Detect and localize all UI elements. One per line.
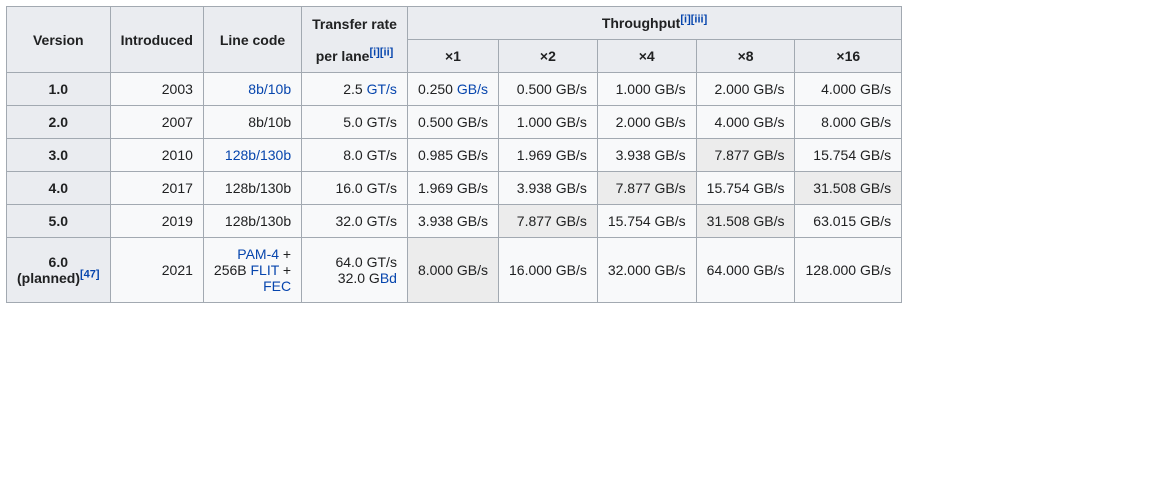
ref-47-link[interactable]: [47]: [80, 268, 100, 280]
cell-transfer-rate: 32.0 GT/s: [302, 205, 408, 238]
header-x4: ×4: [597, 40, 696, 73]
cell-x2: 0.500 GB/s: [499, 73, 598, 106]
ref-i-link[interactable]: [i]: [369, 46, 379, 58]
cell-x16: 128.000 GB/s: [795, 238, 902, 303]
cell-x2: 7.877 GB/s: [499, 205, 598, 238]
gbs-link[interactable]: GB/s: [457, 81, 488, 97]
pcie-table: Version Intro­duced Line code Transfer r…: [6, 6, 902, 303]
cell-x2: 3.938 GB/s: [499, 172, 598, 205]
cell-x16: 31.508 GB/s: [795, 172, 902, 205]
cell-version: 3.0: [7, 139, 111, 172]
cell-x8: 64.000 GB/s: [696, 238, 795, 303]
header-x1: ×1: [407, 40, 498, 73]
cell-x4: 2.000 GB/s: [597, 106, 696, 139]
cell-line-code: 8b/10b: [203, 106, 301, 139]
header-throughput-label: Throughput: [602, 15, 681, 31]
cell-version: 4.0: [7, 172, 111, 205]
cell-x4: 3.938 GB/s: [597, 139, 696, 172]
cell-year: 2010: [110, 139, 203, 172]
pam4-link[interactable]: PAM-4: [237, 246, 279, 262]
ref-ii-link[interactable]: [ii]: [380, 46, 393, 58]
cell-transfer-rate: 5.0 GT/s: [302, 106, 408, 139]
cell-x8: 15.754 GB/s: [696, 172, 795, 205]
cell-x8: 2.000 GB/s: [696, 73, 795, 106]
ref-i-link-2[interactable]: [i]: [680, 13, 690, 25]
cell-line-code: PAM-4 + 256B FLIT + FEC: [203, 238, 301, 303]
table-row: 6.0(planned)[47]2021PAM-4 + 256B FLIT + …: [7, 238, 902, 303]
cell-transfer-rate: 2.5 GT/s: [302, 73, 408, 106]
cell-version: 2.0: [7, 106, 111, 139]
cell-x8: 31.508 GB/s: [696, 205, 795, 238]
cell-year: 2019: [110, 205, 203, 238]
cell-x2: 1.000 GB/s: [499, 106, 598, 139]
cell-transfer-rate: 16.0 GT/s: [302, 172, 408, 205]
flit-link[interactable]: FLIT: [251, 262, 280, 278]
cell-x4: 7.877 GB/s: [597, 172, 696, 205]
gts-link[interactable]: GT/s: [367, 81, 397, 97]
header-throughput: Throughput[i][iii]: [407, 7, 901, 40]
ref-iii-link[interactable]: [iii]: [691, 13, 708, 25]
cell-x2: 16.000 GB/s: [499, 238, 598, 303]
cell-line-code: 8b/10b: [203, 73, 301, 106]
cell-x1: 1.969 GB/s: [407, 172, 498, 205]
header-transfer-rate-l2: per lane: [316, 48, 370, 64]
line-code-link[interactable]: 8b/10b: [248, 81, 291, 97]
header-line-code: Line code: [203, 7, 301, 73]
cell-x16: 63.015 GB/s: [795, 205, 902, 238]
cell-x8: 7.877 GB/s: [696, 139, 795, 172]
cell-x1: 8.000 GB/s: [407, 238, 498, 303]
cell-year: 2007: [110, 106, 203, 139]
line-code-link[interactable]: 128b/130b: [225, 147, 291, 163]
cell-version: 1.0: [7, 73, 111, 106]
cell-year: 2017: [110, 172, 203, 205]
header-x2: ×2: [499, 40, 598, 73]
cell-x4: 1.000 GB/s: [597, 73, 696, 106]
header-x8: ×8: [696, 40, 795, 73]
cell-x2: 1.969 GB/s: [499, 139, 598, 172]
cell-line-code: 128b/130b: [203, 172, 301, 205]
bd-link[interactable]: Bd: [380, 270, 397, 286]
cell-x1: 0.500 GB/s: [407, 106, 498, 139]
cell-x16: 8.000 GB/s: [795, 106, 902, 139]
header-transfer-rate-l1: Transfer rate: [312, 16, 397, 32]
cell-year: 2021: [110, 238, 203, 303]
table-row: 5.02019128b/130b32.0 GT/s3.938 GB/s7.877…: [7, 205, 902, 238]
cell-x1: 0.250 GB/s: [407, 73, 498, 106]
header-version: Version: [7, 7, 111, 73]
cell-x4: 32.000 GB/s: [597, 238, 696, 303]
table-row: 1.02003 8b/10b 2.5 GT/s0.250 GB/s0.500 GB/…: [7, 73, 902, 106]
cell-version: 6.0(planned)[47]: [7, 238, 111, 303]
table-row: 2.020078b/10b5.0 GT/s0.500 GB/s1.000 GB/…: [7, 106, 902, 139]
cell-x8: 4.000 GB/s: [696, 106, 795, 139]
header-transfer-rate: Transfer rate per lane[i][ii]: [302, 7, 408, 73]
cell-x16: 15.754 GB/s: [795, 139, 902, 172]
table-row: 4.02017128b/130b16.0 GT/s1.969 GB/s3.938…: [7, 172, 902, 205]
header-x16: ×16: [795, 40, 902, 73]
cell-x4: 15.754 GB/s: [597, 205, 696, 238]
cell-x1: 3.938 GB/s: [407, 205, 498, 238]
cell-x16: 4.000 GB/s: [795, 73, 902, 106]
cell-transfer-rate: 64.0 GT/s32.0 GBd: [302, 238, 408, 303]
fec-link[interactable]: FEC: [263, 278, 291, 294]
cell-version: 5.0: [7, 205, 111, 238]
cell-transfer-rate: 8.0 GT/s: [302, 139, 408, 172]
cell-year: 2003: [110, 73, 203, 106]
header-introduced: Intro­duced: [110, 7, 203, 73]
cell-x1: 0.985 GB/s: [407, 139, 498, 172]
table-row: 3.02010 128b/130b 8.0 GT/s0.985 GB/s1.969 …: [7, 139, 902, 172]
cell-line-code: 128b/130b: [203, 139, 301, 172]
cell-line-code: 128b/130b: [203, 205, 301, 238]
